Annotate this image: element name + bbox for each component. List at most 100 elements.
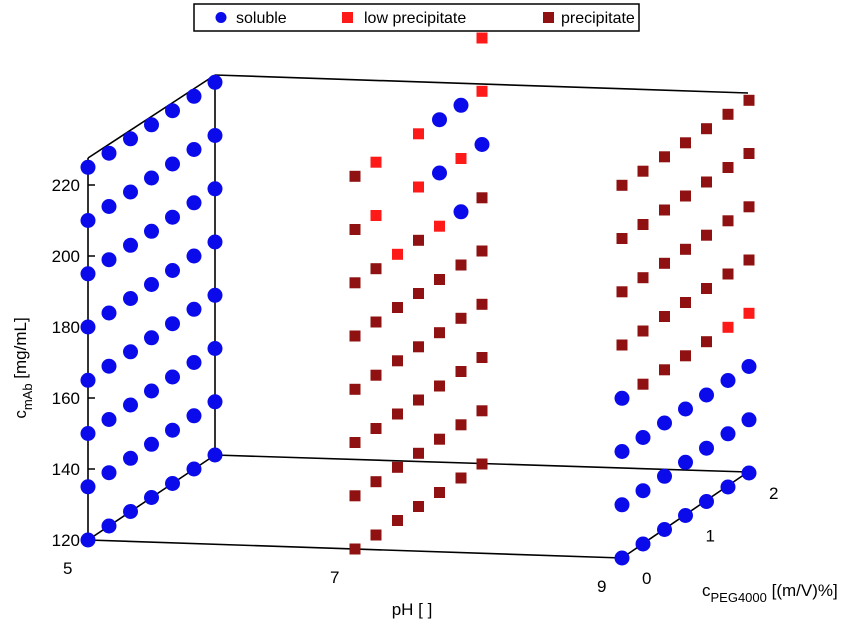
point-precipitate — [680, 297, 691, 308]
point-low-precipitate — [413, 181, 424, 193]
y-axis-label-sub: PEG4000 — [711, 590, 767, 605]
point-soluble — [144, 436, 159, 452]
point-precipitate — [349, 170, 361, 182]
legend-marker-soluble — [215, 12, 227, 23]
point-precipitate — [349, 330, 361, 342]
point-soluble — [144, 490, 159, 505]
point-low-precipitate — [455, 153, 467, 164]
y-tick-label: 2 — [769, 484, 778, 503]
point-soluble — [614, 550, 630, 566]
point-soluble — [80, 372, 96, 388]
y-axis-label-main: c — [702, 581, 711, 600]
point-precipitate — [616, 339, 628, 351]
point-precipitate — [455, 366, 467, 377]
point-precipitate — [392, 515, 403, 526]
point-precipitate — [680, 190, 691, 202]
point-soluble — [678, 401, 693, 417]
point-soluble — [144, 117, 159, 133]
legend: soluble low precipitate precipitate — [193, 3, 640, 32]
point-precipitate — [349, 383, 361, 395]
point-soluble — [207, 341, 223, 356]
point-precipitate — [476, 192, 488, 204]
point-soluble — [699, 494, 714, 509]
point-precipitate — [349, 437, 361, 448]
point-precipitate — [413, 341, 424, 353]
point-soluble — [101, 465, 117, 481]
point-soluble — [101, 145, 117, 161]
legend-label-low-precipitate: low precipitate — [364, 10, 466, 27]
point-precipitate — [434, 380, 445, 392]
x-tick-label: 7 — [330, 568, 339, 587]
point-precipitate — [413, 447, 424, 459]
point-soluble — [474, 137, 490, 152]
point-precipitate — [455, 259, 467, 271]
point-precipitate — [455, 472, 467, 484]
point-soluble — [123, 344, 138, 360]
point-soluble — [101, 358, 117, 374]
point-precipitate — [616, 179, 628, 191]
point-precipitate — [476, 298, 488, 310]
point-soluble — [165, 263, 180, 278]
point-precipitate — [413, 234, 424, 246]
point-precipitate — [476, 458, 488, 470]
point-precipitate — [680, 243, 691, 255]
point-soluble — [101, 305, 117, 321]
point-soluble — [207, 181, 223, 197]
point-precipitate — [743, 94, 755, 106]
point-precipitate — [743, 201, 755, 213]
z-tick-label: 160 — [52, 389, 80, 408]
point-precipitate — [349, 543, 361, 555]
point-precipitate — [637, 325, 649, 337]
point-soluble — [123, 397, 138, 413]
point-precipitate — [370, 476, 382, 488]
point-precipitate — [370, 316, 382, 328]
point-precipitate — [413, 501, 424, 512]
point-soluble — [144, 277, 159, 292]
x-axis-label: pH [ ] — [392, 600, 433, 619]
point-precipitate — [476, 405, 488, 417]
point-precipitate — [413, 288, 424, 299]
z-tick-label: 140 — [52, 460, 80, 479]
point-soluble — [144, 223, 159, 239]
point-precipitate — [616, 233, 628, 244]
point-precipitate — [659, 257, 670, 269]
point-soluble — [186, 355, 202, 370]
point-precipitate — [392, 461, 403, 473]
point-soluble — [186, 408, 202, 424]
legend-box — [193, 3, 640, 32]
point-soluble — [80, 426, 96, 441]
point-soluble — [80, 319, 96, 335]
legend-label-precipitate: precipitate — [561, 10, 635, 27]
y-tick-label: 0 — [642, 569, 651, 588]
point-precipitate — [701, 176, 712, 188]
point-soluble — [635, 483, 651, 499]
point-soluble — [207, 394, 223, 410]
point-soluble — [123, 184, 138, 200]
point-soluble — [207, 287, 223, 303]
point-soluble — [699, 387, 714, 403]
point-soluble — [720, 426, 736, 442]
y-axis-label: cPEG4000 [(m/V)%] — [702, 581, 838, 605]
y-tick-label: 1 — [706, 527, 715, 546]
point-precipitate — [659, 151, 670, 163]
point-precipitate — [370, 423, 382, 434]
point-soluble — [657, 415, 672, 431]
point-soluble — [432, 165, 447, 181]
point-soluble — [165, 369, 180, 385]
point-soluble — [123, 131, 138, 147]
point-soluble — [144, 330, 159, 346]
point-soluble — [678, 454, 693, 470]
point-soluble — [123, 450, 138, 466]
point-precipitate — [392, 355, 403, 367]
point-precipitate — [680, 350, 691, 362]
point-soluble — [741, 465, 757, 481]
point-soluble — [657, 522, 672, 537]
y-axis-label-suffix: [(m/V)%] — [767, 581, 838, 600]
point-soluble — [165, 209, 180, 225]
point-precipitate — [659, 364, 670, 376]
point-soluble — [144, 170, 159, 186]
point-precipitate — [722, 215, 734, 227]
point-soluble — [207, 128, 223, 143]
point-precipitate — [722, 108, 734, 120]
